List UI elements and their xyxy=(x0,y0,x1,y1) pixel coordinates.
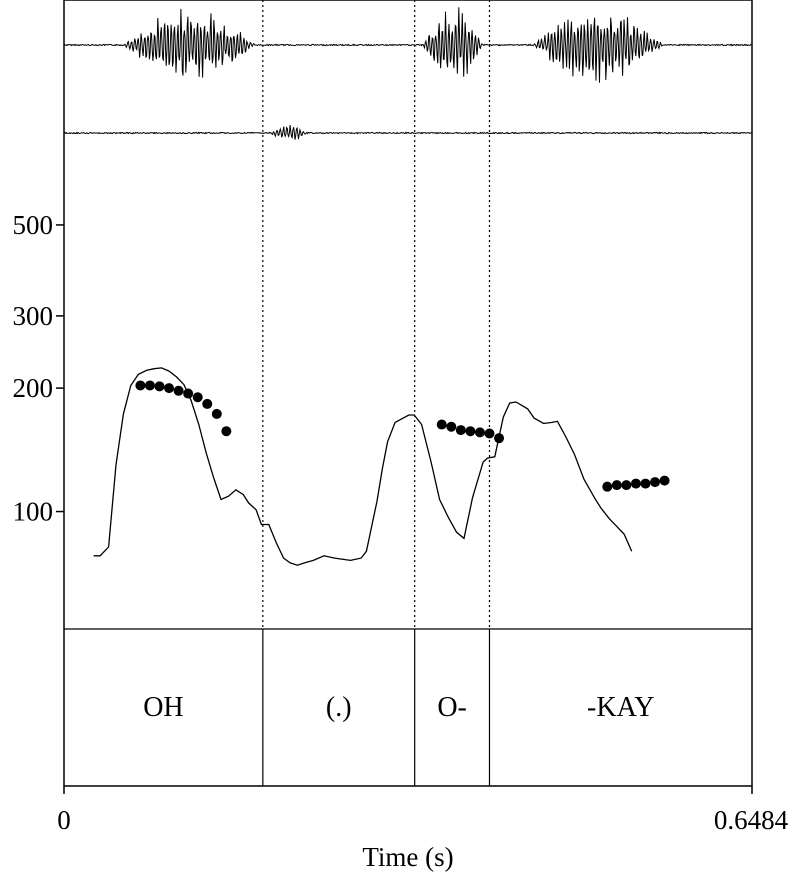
pitch-dot xyxy=(135,380,146,391)
x-axis-title: Time (s) xyxy=(362,842,453,872)
segment-label: -KAY xyxy=(587,692,654,723)
pitch-dot xyxy=(640,478,651,489)
pitch-dot xyxy=(484,428,495,439)
y-tick-label: 500 xyxy=(13,210,54,240)
pitch-dot xyxy=(154,381,165,392)
plot-layer xyxy=(93,367,670,566)
pitch-contour-line xyxy=(93,367,633,566)
tier-layer: OH (.) O- -KAY xyxy=(64,628,752,786)
plot-frame xyxy=(63,0,753,787)
segment-label: (.) xyxy=(326,692,352,723)
pitch-dot xyxy=(474,427,485,438)
pitch-dot xyxy=(192,392,203,403)
boundary-layer xyxy=(262,0,491,629)
pitch-dot xyxy=(659,475,670,486)
pitch-dot xyxy=(455,425,466,436)
x-tick-label: 0.6484 xyxy=(714,805,789,835)
pitch-dot xyxy=(202,398,213,409)
pitch-dot xyxy=(144,380,155,391)
pitch-dot xyxy=(221,426,232,437)
pitch-dot xyxy=(494,433,505,444)
y-tick-label: 300 xyxy=(13,301,54,331)
y-tick-label: 100 xyxy=(13,497,54,527)
waveform-trace xyxy=(63,125,752,140)
x-tick-label: 0 xyxy=(57,805,71,835)
pitch-dot xyxy=(164,383,175,394)
pitch-dot xyxy=(211,408,222,419)
pitch-dot xyxy=(436,419,447,430)
segment-label: O- xyxy=(437,692,467,723)
pitch-dot xyxy=(173,385,184,396)
pitch-dot xyxy=(183,388,194,399)
waveform-trace xyxy=(63,7,752,83)
pitch-dot xyxy=(446,421,457,432)
pitch-dot xyxy=(465,426,476,437)
pitch-dot xyxy=(621,480,632,491)
axis-layer: 100 200 300 500 0 0.6484 Time (s) xyxy=(13,210,789,872)
pitch-dot xyxy=(602,481,613,492)
pitch-dot xyxy=(650,477,661,488)
pitch-dot xyxy=(611,480,622,491)
y-tick-label: 200 xyxy=(13,373,54,403)
segment-label: OH xyxy=(143,692,183,723)
waveform-layer xyxy=(63,7,752,140)
pitch-dot xyxy=(630,478,641,489)
